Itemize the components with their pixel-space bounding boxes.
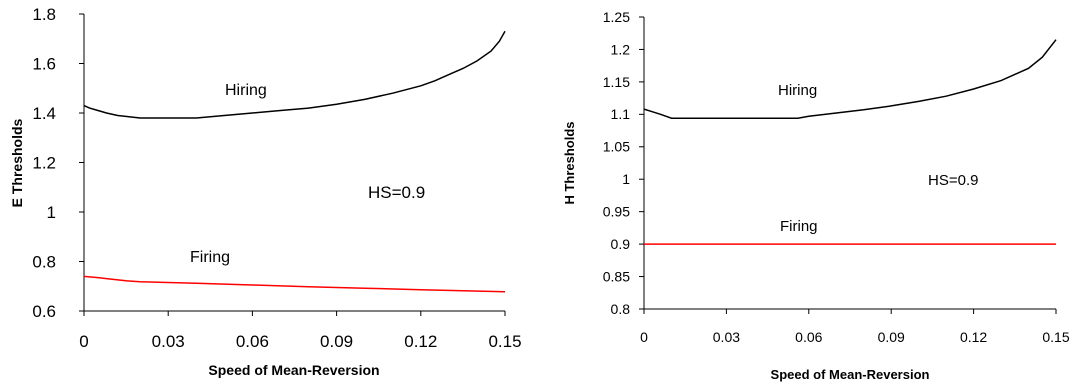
left-hiring-line [83, 30, 506, 119]
right-y-tick-label: 1.2 [611, 41, 631, 57]
right-y-tick-label: 0.95 [603, 204, 630, 220]
left-x-tick-label: 0.15 [488, 332, 521, 351]
left-x-axis-title: Speed of Mean-Reversion [208, 362, 379, 378]
right-y-tick-label: 1.05 [603, 139, 630, 155]
right-x-tick-label: 0.06 [795, 329, 822, 345]
left-hs-label: HS=0.9 [368, 183, 425, 202]
left-hiring-label: Hiring [225, 82, 267, 99]
left-y-tick-label: 0.6 [32, 302, 56, 321]
right-x-tick-label: 0 [640, 329, 648, 345]
right-y-tick-label: 0.85 [603, 268, 630, 284]
left-x-tick-label: 0.09 [320, 332, 353, 351]
left-x-tick-label: 0.12 [404, 332, 437, 351]
left-x-tick-label: 0.06 [236, 332, 269, 351]
right-x-tick-label: 0.03 [713, 329, 740, 345]
right-x-tick-label: 0.15 [1042, 329, 1069, 345]
chart-left: 0.6 0.8 1 1.2 1.4 1.6 1.8 0 0.03 0.06 0.09 0.12 0.1… [9, 5, 522, 378]
left-y-axis-title: E Thresholds [9, 118, 25, 207]
right-firing-label: Firing [780, 218, 818, 235]
left-y-tick-label: 1.6 [32, 54, 56, 73]
right-y-tick-label: 0.9 [611, 236, 631, 252]
right-y-axis-title: H Thresholds [562, 121, 577, 204]
left-y-tick-label: 1.2 [32, 153, 56, 172]
right-hiring-line [643, 39, 1057, 119]
right-y-tick-label: 1 [622, 171, 630, 187]
left-firing-label: Firing [190, 249, 230, 266]
right-y-tick-label: 0.8 [611, 301, 631, 317]
right-y-tick-label: 1.15 [603, 74, 630, 90]
right-x-tick-label: 0.12 [960, 329, 987, 345]
left-firing-line [83, 275, 506, 293]
right-x-axis-title: Speed of Mean-Reversion [771, 367, 930, 382]
left-y-tick-label: 1.8 [32, 5, 56, 24]
right-y-tick-label: 1.1 [611, 106, 631, 122]
left-y-tick-label: 1 [47, 203, 56, 222]
left-x-tick-label: 0 [79, 332, 88, 351]
right-x-tick-label: 0.09 [878, 329, 905, 345]
right-y-tick-label: 1.25 [603, 9, 630, 25]
left-x-tick-label: 0.03 [152, 332, 185, 351]
right-hs-label: HS=0.9 [928, 172, 978, 189]
left-y-tick-label: 1.4 [32, 104, 56, 123]
right-hiring-label: Hiring [778, 82, 817, 99]
chart-right: 0.8 0.85 0.9 0.95 1 1.05 1.1 1.15 1.2 1.25 0 0.03 0… [562, 9, 1070, 382]
left-y-tick-label: 0.8 [32, 252, 56, 271]
